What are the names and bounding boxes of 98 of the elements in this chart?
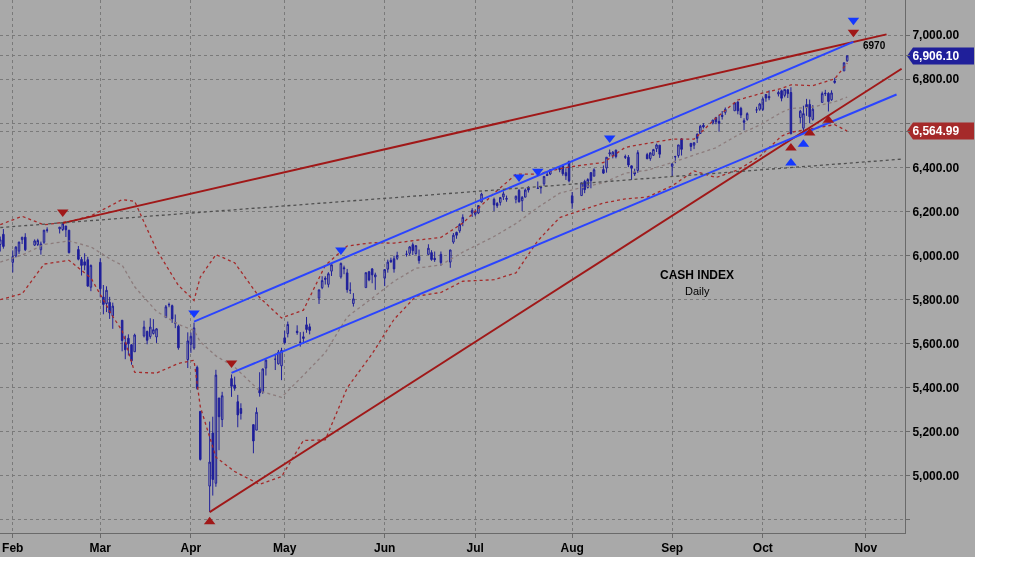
candlestick [258, 371, 261, 398]
text: Daily [685, 285, 710, 297]
candlestick [589, 171, 593, 189]
x-tick-label: Oct [752, 541, 773, 556]
candlestick [149, 317, 152, 340]
y-tick-label: 5,600.00 [912, 336, 960, 351]
candlestick [417, 249, 421, 265]
candlestick [408, 245, 411, 256]
x-tick-label: Sep [661, 541, 684, 556]
candlestick [502, 190, 505, 201]
candlestick [652, 148, 655, 157]
y-tick-label: 6,400.00 [912, 160, 960, 175]
candlestick [761, 96, 765, 112]
candlestick [605, 156, 608, 174]
candlestick [711, 119, 715, 124]
candlestick [392, 255, 396, 274]
x-tick-label: Apr [180, 541, 202, 556]
candlestick [783, 88, 786, 98]
x-tick-label: Feb [2, 541, 24, 556]
candlestick [477, 204, 480, 215]
y-tick-label: 6,200.00 [912, 204, 960, 219]
candlestick [689, 142, 693, 152]
candlestick [636, 149, 640, 174]
candlestick [364, 272, 368, 289]
y-tick-label: 5,200.00 [912, 424, 960, 439]
candlestick [570, 191, 574, 210]
candlestick [470, 207, 474, 218]
candlestick [495, 201, 499, 209]
candlestick [542, 175, 546, 187]
candlestick [280, 347, 283, 381]
x-tick-label: Jun [373, 541, 396, 556]
candlestick [820, 91, 824, 103]
candlestick [580, 182, 583, 197]
candlestick [170, 304, 174, 324]
candlestick [845, 54, 849, 63]
candlestick [649, 151, 652, 162]
candlestick [433, 251, 436, 263]
x-tick-label: Jul [466, 541, 484, 556]
y-tick-label: 6,564.99 [912, 124, 960, 139]
candlestick [780, 89, 783, 102]
candlestick [320, 275, 324, 290]
candlestick [345, 268, 349, 294]
candlestick [317, 289, 321, 305]
candlestick [274, 353, 277, 371]
candlestick [536, 180, 540, 190]
candlestick [236, 394, 240, 428]
candlestick [736, 100, 740, 115]
candlestick [411, 241, 415, 256]
candlestick [608, 149, 611, 158]
candlestick [658, 144, 661, 159]
candlestick [539, 185, 543, 195]
candlestick [833, 77, 836, 85]
candlestick [811, 104, 815, 122]
x-tick-label: Mar [89, 541, 112, 556]
candlestick [680, 137, 683, 156]
candlestick [186, 331, 190, 369]
y-tick-label: 5,800.00 [912, 292, 960, 307]
candlestick [352, 292, 355, 308]
y-tick-label: 5,000.00 [912, 468, 960, 483]
candlestick [449, 249, 452, 269]
annotation: 6970 [863, 40, 886, 51]
candlestick [545, 171, 549, 177]
candlestick [374, 272, 377, 291]
x-tick-label: Aug [560, 541, 584, 556]
candlestick [558, 166, 561, 173]
candlestick [192, 322, 196, 351]
candlestick [339, 262, 343, 280]
candlestick [480, 192, 483, 203]
candlestick [777, 90, 780, 97]
candlestick [645, 152, 649, 160]
candlestick [827, 91, 830, 112]
candlestick [733, 101, 736, 112]
y-tick-label: 6,800.00 [912, 72, 960, 87]
candlestick [692, 142, 696, 150]
candlestick [492, 197, 496, 212]
y-tick-label: 6,906.10 [912, 49, 960, 64]
x-tick-label: Nov [854, 541, 878, 556]
y-tick-label: 7,000.00 [912, 28, 960, 43]
candlestick [439, 251, 443, 267]
x-tick-label: May [272, 541, 297, 556]
candlestick [199, 410, 202, 462]
candlestick [808, 99, 811, 124]
candlestick [164, 304, 168, 319]
candlestick [324, 275, 327, 286]
text: CASH INDEX [660, 268, 735, 282]
candlestick [767, 89, 771, 101]
candlestick [302, 331, 305, 345]
y-tick-label: 6,000.00 [912, 248, 960, 263]
candlestick [670, 163, 674, 177]
candlestick [208, 421, 211, 513]
candlestick [452, 232, 455, 245]
candlestick [717, 114, 721, 133]
y-tick-label: 5,400.00 [912, 380, 960, 395]
candlestick [842, 62, 846, 72]
candlestick [230, 373, 233, 398]
point [532, 168, 544, 177]
candlestick [583, 179, 586, 194]
candlestick [305, 316, 308, 334]
